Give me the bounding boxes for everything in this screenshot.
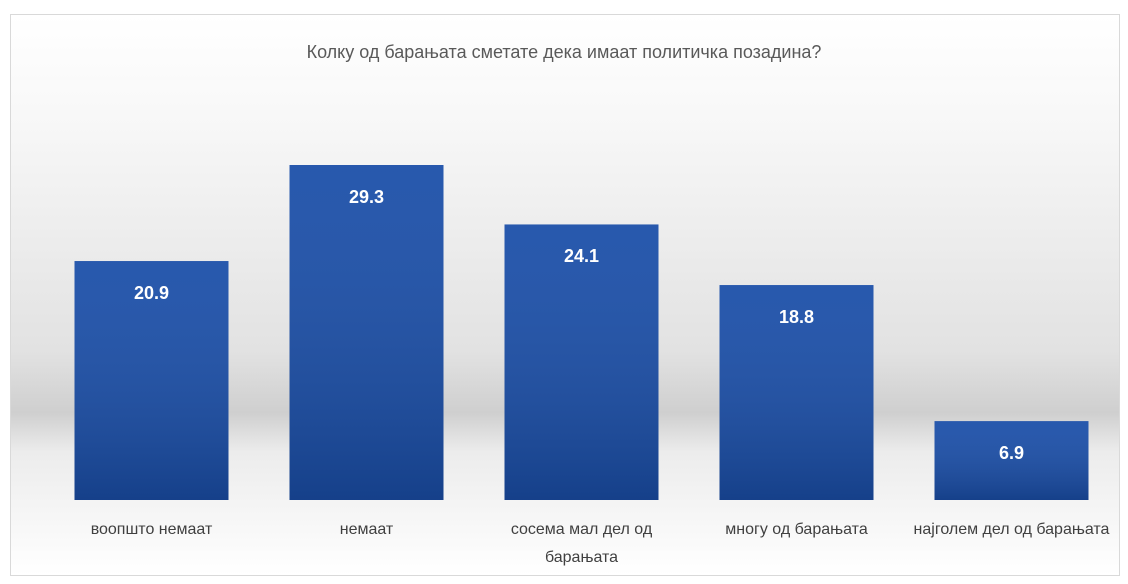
data-label: 24.1 — [564, 246, 599, 266]
x-tick-label: сосема мал дел од барањата — [510, 521, 653, 566]
data-label: 6.9 — [999, 443, 1024, 463]
data-label: 29.3 — [349, 187, 384, 207]
x-tick-label: немаат — [339, 521, 394, 538]
data-label: 20.9 — [134, 283, 169, 303]
chart-title: Колку од барањата сметате дека имаат пол… — [306, 42, 822, 62]
x-tick-label: воопшто немаат — [90, 521, 213, 538]
data-label: 18.8 — [779, 307, 814, 327]
bar — [289, 165, 444, 500]
x-tick-label: најголем дел од барањата — [913, 521, 1110, 538]
x-tick-label: многу од барањата — [725, 521, 868, 538]
